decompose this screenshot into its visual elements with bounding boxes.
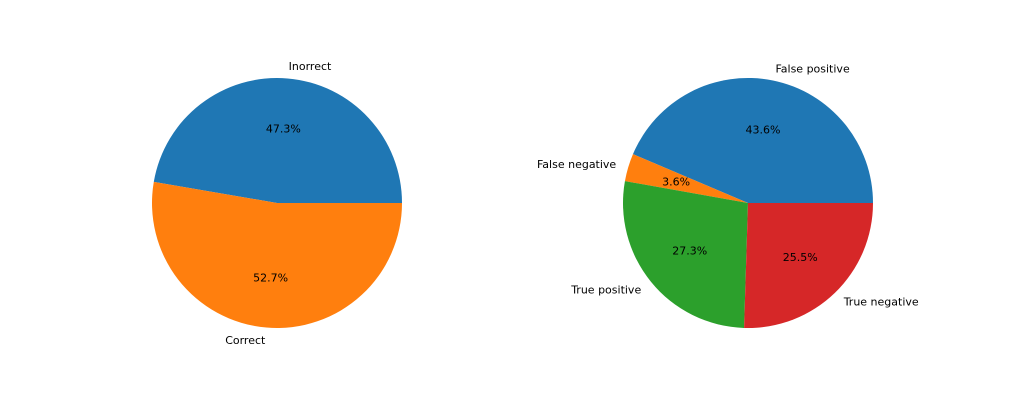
pie-slice [624,154,748,203]
slice-category-label: Inorrect [289,60,332,73]
pie-slice [623,181,748,328]
pie-chart-correctness: 47.3% Inorrect 52.7% Correct [152,60,402,347]
slice-percent-label: 43.6% [746,124,781,137]
slice-percent-label: 27.3% [672,244,707,257]
slice-percent-label: 52.7% [253,272,288,285]
pie-slice [632,78,873,203]
slice-percent-label: 3.6% [662,176,690,189]
pie-chart-confusion: 43.6% False positive 3.6% False negative 27.… [537,62,919,329]
slice-category-label: True negative [843,296,919,309]
slice-category-label: True positive [570,284,641,297]
slice-category-label: Correct [225,334,266,347]
pie-slice [152,181,402,328]
slice-percent-label: 47.3% [266,122,301,135]
pie-slice [153,77,402,203]
slice-category-label: False positive [775,62,849,75]
pie-slice [744,203,873,329]
slice-category-label: False negative [537,158,616,171]
slice-percent-label: 25.5% [783,251,818,264]
